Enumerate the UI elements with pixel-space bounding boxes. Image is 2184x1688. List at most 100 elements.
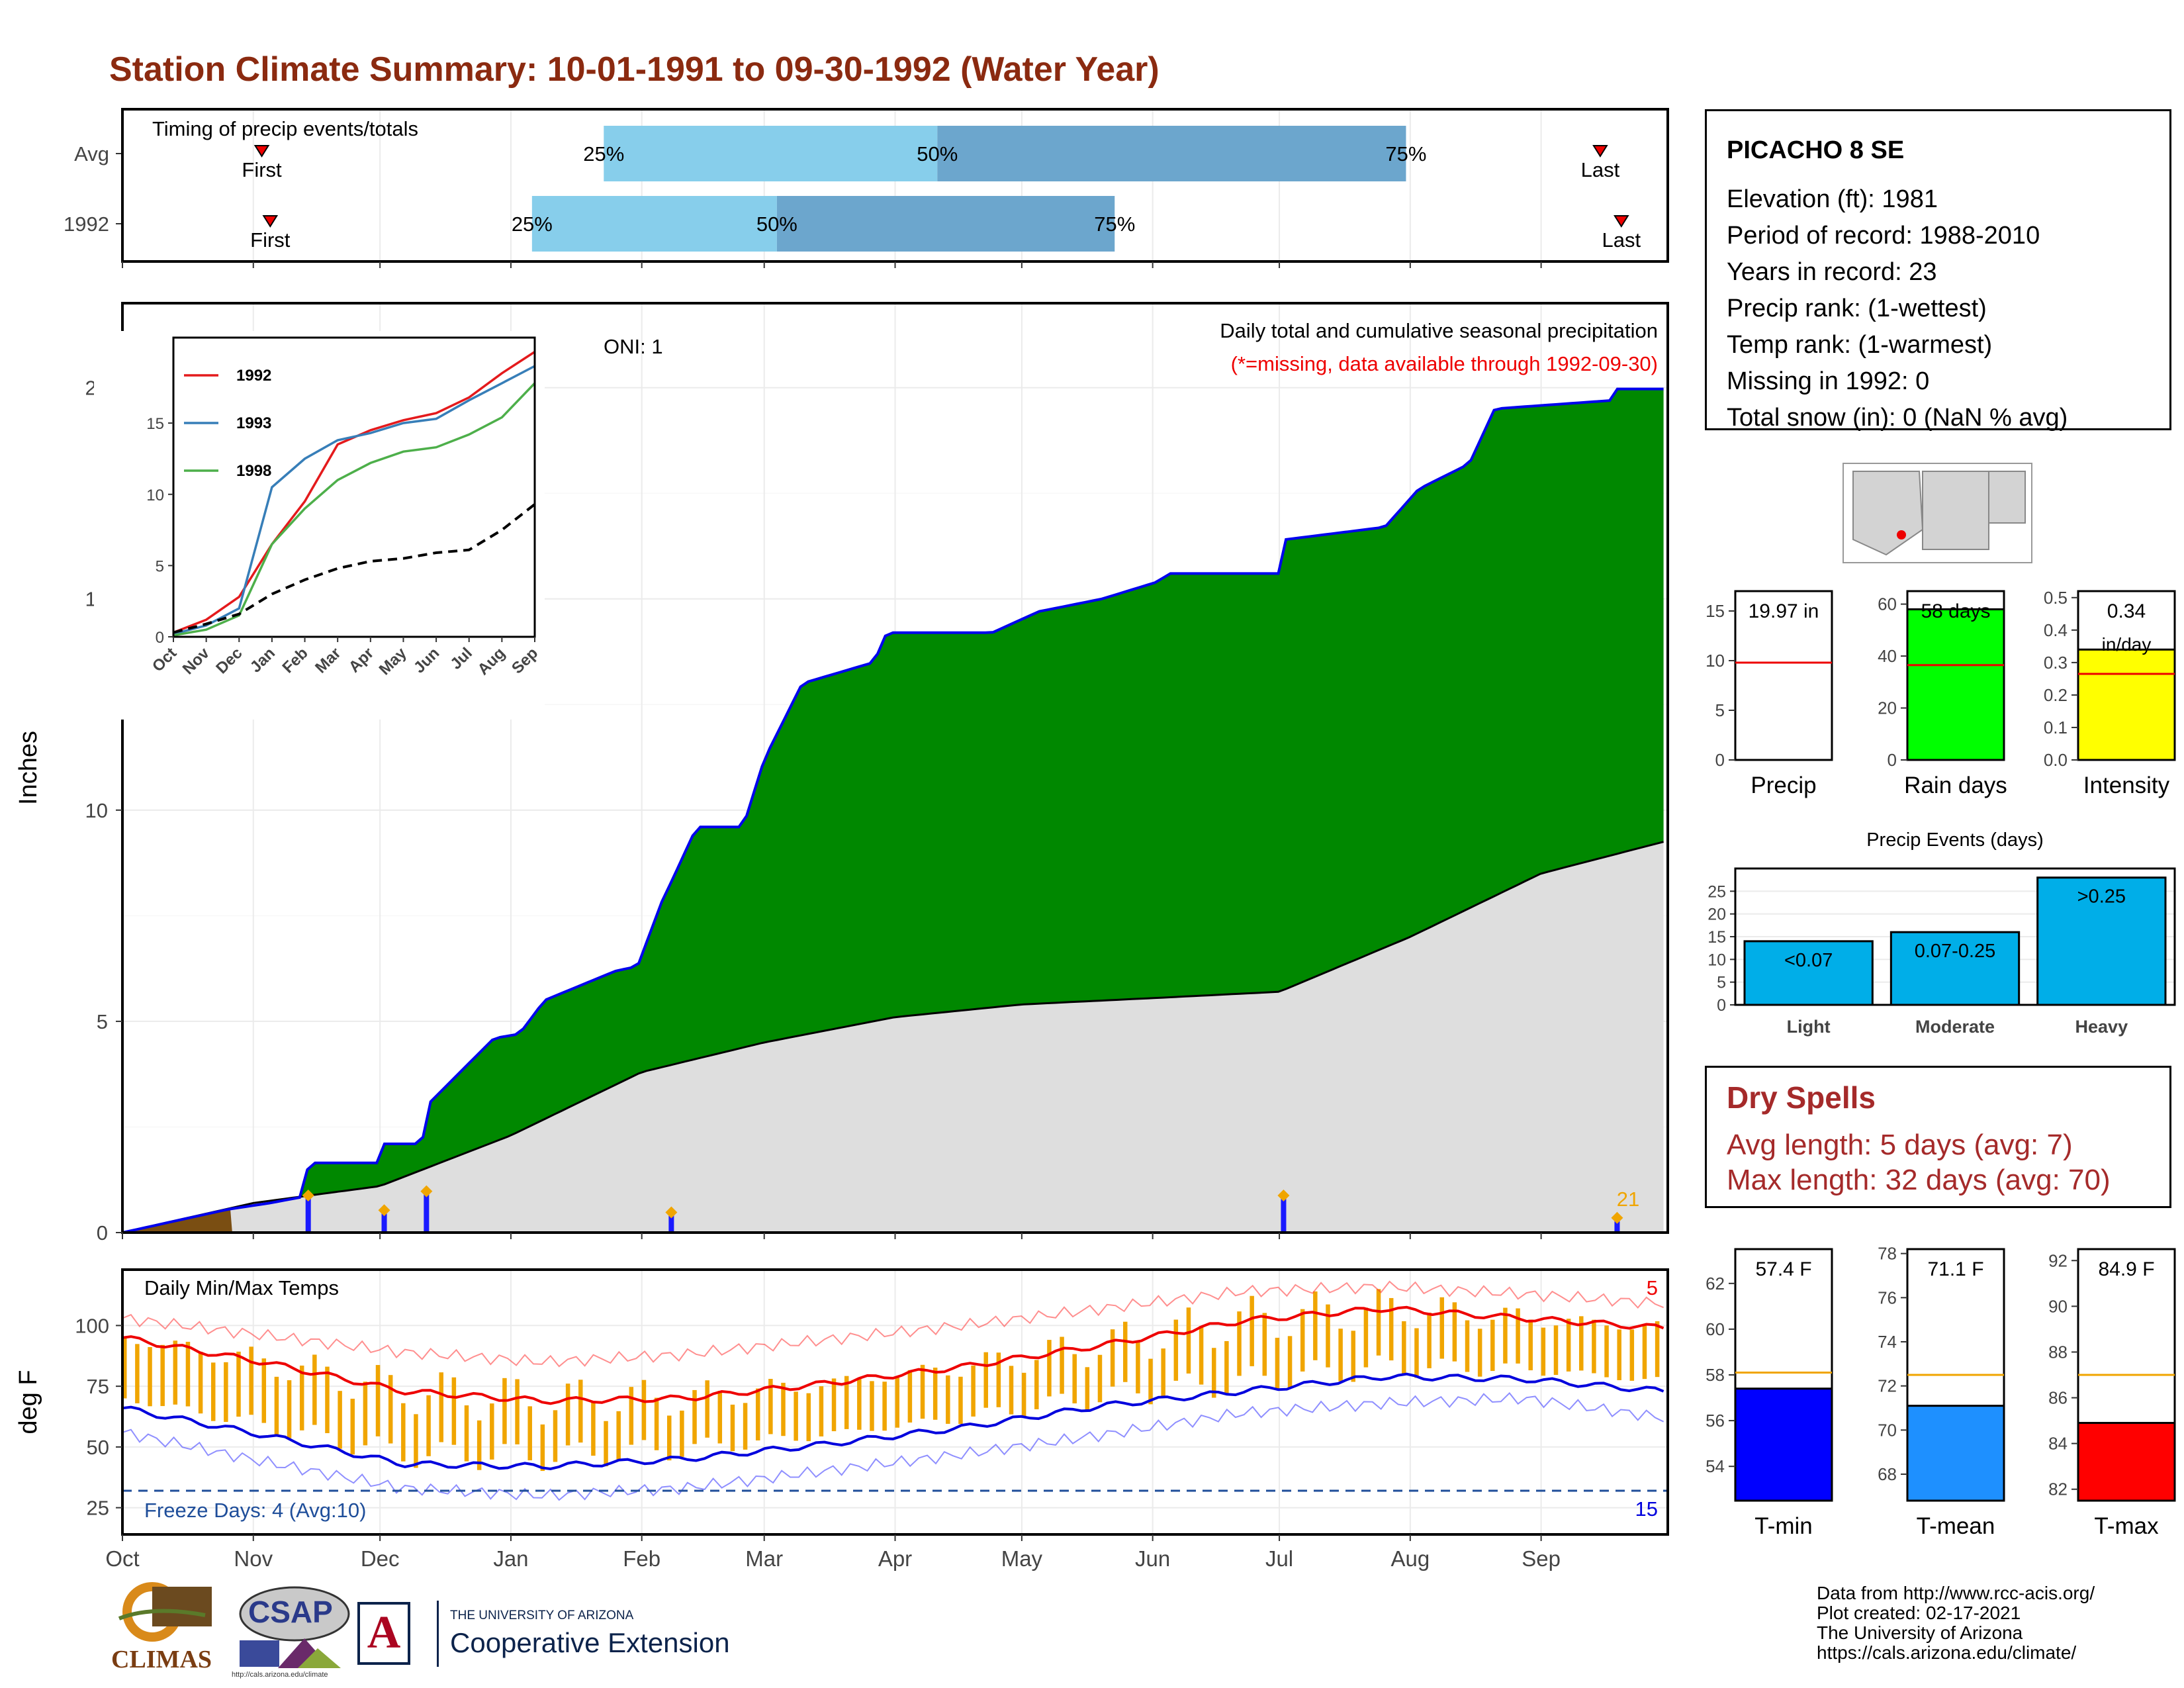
daily-temp-bar — [426, 1395, 431, 1456]
precip-y-tick-label: 0 — [97, 1221, 108, 1244]
daily-temp-bar — [148, 1346, 152, 1407]
daily-temp-bar — [1211, 1348, 1216, 1398]
tmean-bar — [1906, 1405, 2005, 1502]
climas-logo-text: CLIMAS — [111, 1646, 212, 1673]
record-precip-marker — [1611, 1211, 1623, 1224]
daily-temp-bar — [1148, 1358, 1153, 1405]
temp-y-tick-label: 75 — [87, 1375, 109, 1398]
daily-temp-bar — [1528, 1319, 1533, 1371]
inset-legend-label: 1993 — [236, 414, 271, 432]
station-location-map — [1843, 463, 2032, 563]
daily-temp-bar — [553, 1410, 558, 1462]
timing-bar-25-50 — [531, 196, 777, 252]
inset-y-tick-label: 10 — [146, 487, 164, 504]
daily-precip-bar — [1614, 1221, 1620, 1233]
daily-temp-bar — [565, 1383, 570, 1446]
tmin-y-tick-label: 54 — [1706, 1456, 1725, 1476]
temp-y-tick-label: 25 — [87, 1497, 109, 1520]
precip-event-category-label: Moderate — [1915, 1017, 1995, 1037]
station-period: Period of record: 1988-2010 — [1727, 222, 2040, 250]
tmax-y-tick-label: 86 — [2048, 1388, 2068, 1408]
missing-data-note: (*=missing, data available through 1992-… — [1231, 352, 1658, 375]
daily-temp-bar — [338, 1391, 342, 1449]
daily-precip-bar — [1281, 1198, 1287, 1233]
month-tick-label: Apr — [878, 1546, 912, 1571]
timing-row-label: 1992 — [64, 212, 109, 236]
station-snow: Total snow (in): 0 (NaN % avg) — [1727, 404, 2068, 432]
daily-temp-bar — [527, 1406, 532, 1461]
rain-days-label: Rain days — [1904, 773, 2007, 798]
intensity-y-tick-label: 0.5 — [2044, 588, 2068, 608]
month-tick-label: Jan — [493, 1546, 528, 1571]
tmax-y-tick-label: 82 — [2048, 1479, 2068, 1499]
inset-legend-label: 1992 — [236, 367, 271, 385]
daily-temp-bar — [730, 1404, 735, 1452]
daily-temp-bar — [185, 1341, 191, 1407]
daily-temp-bar — [1186, 1307, 1191, 1374]
tmax-y-tick-label: 92 — [2048, 1250, 2068, 1270]
daily-temp-bar — [1477, 1329, 1482, 1377]
tmax-value-label: 84.9 F — [2098, 1258, 2154, 1280]
daily-temp-bar — [1490, 1319, 1495, 1372]
daily-temp-bar — [1072, 1354, 1077, 1404]
average-max-temp-line — [122, 1305, 1664, 1405]
daily-temp-bar — [882, 1382, 887, 1431]
daily-temp-bar — [794, 1391, 798, 1441]
daily-precip-bar — [424, 1194, 430, 1233]
rain-days-y-tick-label: 0 — [1888, 750, 1897, 770]
intensity-y-tick-label: 0.2 — [2044, 685, 2068, 705]
daily-temp-bar — [591, 1402, 596, 1456]
station-years: Years in record: 23 — [1727, 258, 1937, 286]
tmean-y-tick-label: 78 — [1878, 1244, 1897, 1264]
tmax-y-tick-label: 84 — [2048, 1434, 2068, 1454]
precip-event-bar-label: <0.07 — [1784, 950, 1833, 971]
station-info-box: PICACHO 8 SE Elevation (ft): 1981 Period… — [1705, 109, 2171, 432]
daily-temp-bar — [1199, 1326, 1204, 1385]
tmean-y-tick-label: 74 — [1878, 1332, 1897, 1352]
precip-y-tick-label: 5 — [97, 1010, 108, 1033]
daily-temp-bar — [1617, 1329, 1621, 1380]
oni-label: ONI: 1 — [604, 335, 663, 358]
daily-temp-bar — [1123, 1321, 1128, 1382]
daily-temp-bar — [933, 1368, 938, 1420]
record-high-count: 5 — [1647, 1276, 1658, 1299]
month-tick-label: Mar — [745, 1546, 783, 1571]
precip-events-frame — [1734, 867, 2176, 1006]
ua-logo-line2: Cooperative Extension — [450, 1627, 730, 1658]
credits: Data from http://www.rcc-acis.org/ Plot … — [1817, 1583, 2095, 1663]
timing-pct-label: 75% — [1094, 212, 1135, 236]
daily-temp-bar — [1592, 1319, 1596, 1374]
daily-temp-bar — [363, 1382, 368, 1446]
csap-logo-url: http://cals.arizona.edu/climate — [232, 1671, 328, 1679]
daily-temp-bar — [1503, 1307, 1508, 1364]
station-temp-rank: Temp rank: (1-warmest) — [1727, 331, 1993, 359]
last-event-label: Last — [1602, 228, 1641, 252]
daily-temp-bar — [414, 1414, 418, 1468]
daily-temp-bar — [1439, 1297, 1444, 1359]
precip-events-y-tick-label: 25 — [1707, 882, 1726, 901]
daily-precip-bar — [381, 1213, 387, 1233]
last-event-marker — [1592, 145, 1608, 158]
timing-panel-label: Timing of precip events/totals — [152, 117, 418, 140]
daily-temp-bar — [983, 1352, 988, 1408]
record-precip-marker — [302, 1189, 314, 1201]
daily-temp-bar — [578, 1380, 583, 1443]
precip-event-category-label: Heavy — [2075, 1017, 2128, 1037]
daily-temp-bar — [325, 1366, 330, 1434]
daily-temp-bar — [1516, 1308, 1520, 1364]
tmean-value-label: 71.1 F — [1927, 1258, 1983, 1280]
daily-temp-bar — [654, 1397, 659, 1450]
timing-pct-label: 25% — [583, 142, 624, 165]
timing-bar-25-50 — [604, 126, 938, 181]
daily-temp-bar — [1275, 1337, 1280, 1390]
daily-temp-bar — [1326, 1304, 1330, 1368]
intensity-y-tick-label: 0.0 — [2044, 750, 2068, 770]
precip-total-bar — [1734, 590, 1833, 761]
record-high-line — [122, 1280, 1664, 1368]
daily-temp-bar — [1021, 1372, 1026, 1418]
map-state-tx — [1988, 471, 2026, 524]
inset-average-line — [173, 503, 536, 634]
station-marker — [1897, 530, 1906, 539]
daily-temp-bar — [1642, 1325, 1647, 1380]
